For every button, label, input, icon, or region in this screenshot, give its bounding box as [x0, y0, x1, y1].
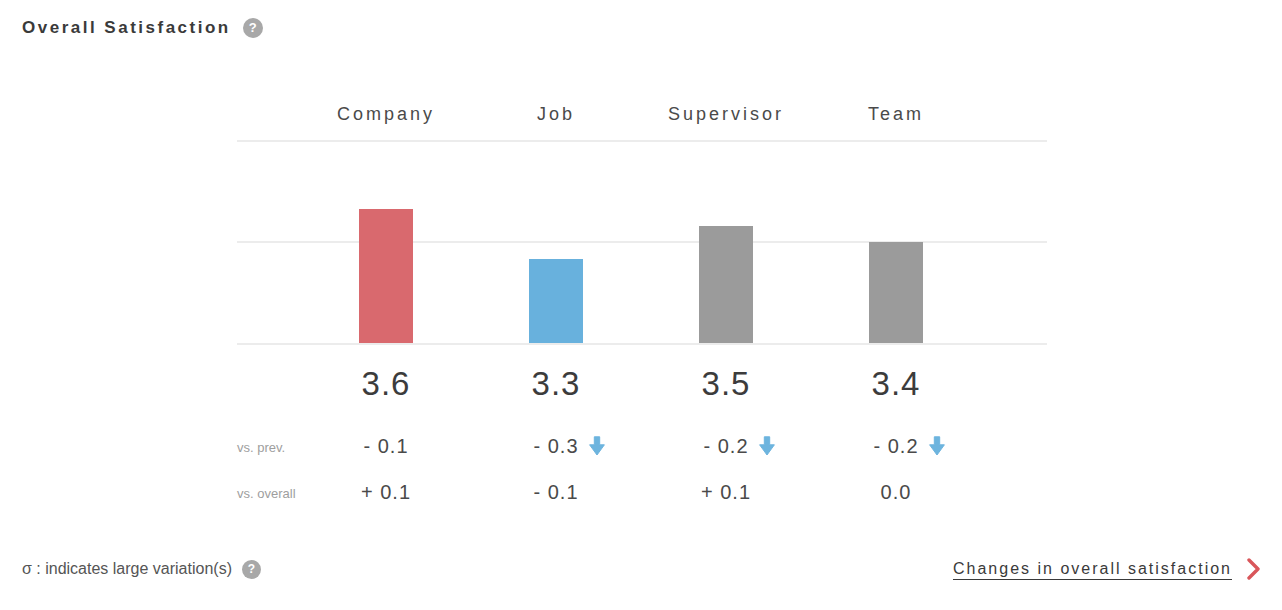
bar — [869, 242, 923, 343]
delta-cell: - 0.3 — [471, 435, 641, 458]
score-row: 3.63.33.53.4 — [237, 345, 1047, 423]
category-label: Supervisor — [641, 104, 811, 125]
delta-cell: - 0.2 — [811, 435, 981, 458]
delta-value: - 0.1 — [533, 481, 578, 503]
row-label: vs. overall — [237, 484, 301, 501]
arrow-down-icon — [758, 436, 776, 456]
bar-slot — [471, 142, 641, 343]
plot-area — [237, 140, 1047, 345]
score-value: 3.6 — [301, 365, 471, 403]
delta-cell: - 0.2 — [641, 435, 811, 458]
bar-slot — [811, 142, 981, 343]
category-label: Company — [301, 104, 471, 125]
widget-header: Overall Satisfaction ? — [22, 18, 263, 38]
changes-link[interactable]: Changes in overall satisfaction — [953, 560, 1232, 578]
delta-cell: - 0.1 — [301, 435, 471, 458]
arrow-down-icon — [928, 436, 946, 456]
delta-cell: - 0.1 — [471, 481, 641, 504]
category-label: Job — [471, 104, 641, 125]
sigma-note: σ : indicates large variation(s) — [22, 560, 232, 578]
bar — [359, 209, 413, 343]
bar-slot — [301, 142, 471, 343]
help-icon[interactable]: ? — [243, 18, 263, 38]
score-value: 3.5 — [641, 365, 811, 403]
changes-link-group: Changes in overall satisfaction — [953, 558, 1262, 580]
delta-value: - 0.1 — [363, 435, 408, 457]
page-title: Overall Satisfaction — [22, 18, 231, 38]
bars-row — [237, 142, 1047, 343]
category-header-row: CompanyJobSupervisorTeam — [237, 88, 1047, 140]
delta-cell: 0.0 — [811, 481, 981, 504]
satisfaction-chart: CompanyJobSupervisorTeam 3.63.33.53.4 vs… — [237, 88, 1047, 515]
delta-cell: + 0.1 — [641, 481, 811, 504]
delta-value: - 0.3 — [533, 435, 578, 457]
bar-slot — [641, 142, 811, 343]
comparison-row: vs. overall + 0.1 - 0.1 + 0.1 0.0 — [237, 469, 1047, 515]
delta-cell: + 0.1 — [301, 481, 471, 504]
bar — [699, 226, 753, 343]
delta-value: + 0.1 — [361, 481, 411, 503]
score-value: 3.4 — [811, 365, 981, 403]
delta-value: - 0.2 — [873, 435, 918, 457]
comparison-row: vs. prev. - 0.1 - 0.3 - 0.2 - 0.2 — [237, 423, 1047, 469]
delta-value: + 0.1 — [701, 481, 751, 503]
row-label: vs. prev. — [237, 438, 301, 455]
comparison-rows: vs. prev. - 0.1 - 0.3 - 0.2 - 0.2 vs. overall… — [237, 423, 1047, 515]
arrow-down-icon — [588, 436, 606, 456]
sigma-note-group: σ : indicates large variation(s) ? — [22, 560, 261, 579]
help-icon[interactable]: ? — [242, 560, 261, 579]
bar — [529, 259, 583, 343]
widget-footer: σ : indicates large variation(s) ? Chang… — [22, 558, 1262, 580]
category-label: Team — [811, 104, 981, 125]
overall-satisfaction-widget: Overall Satisfaction ? CompanyJobSupervi… — [0, 0, 1282, 610]
chevron-right-icon[interactable] — [1246, 558, 1262, 580]
delta-value: - 0.2 — [703, 435, 748, 457]
delta-value: 0.0 — [881, 481, 912, 503]
score-value: 3.3 — [471, 365, 641, 403]
